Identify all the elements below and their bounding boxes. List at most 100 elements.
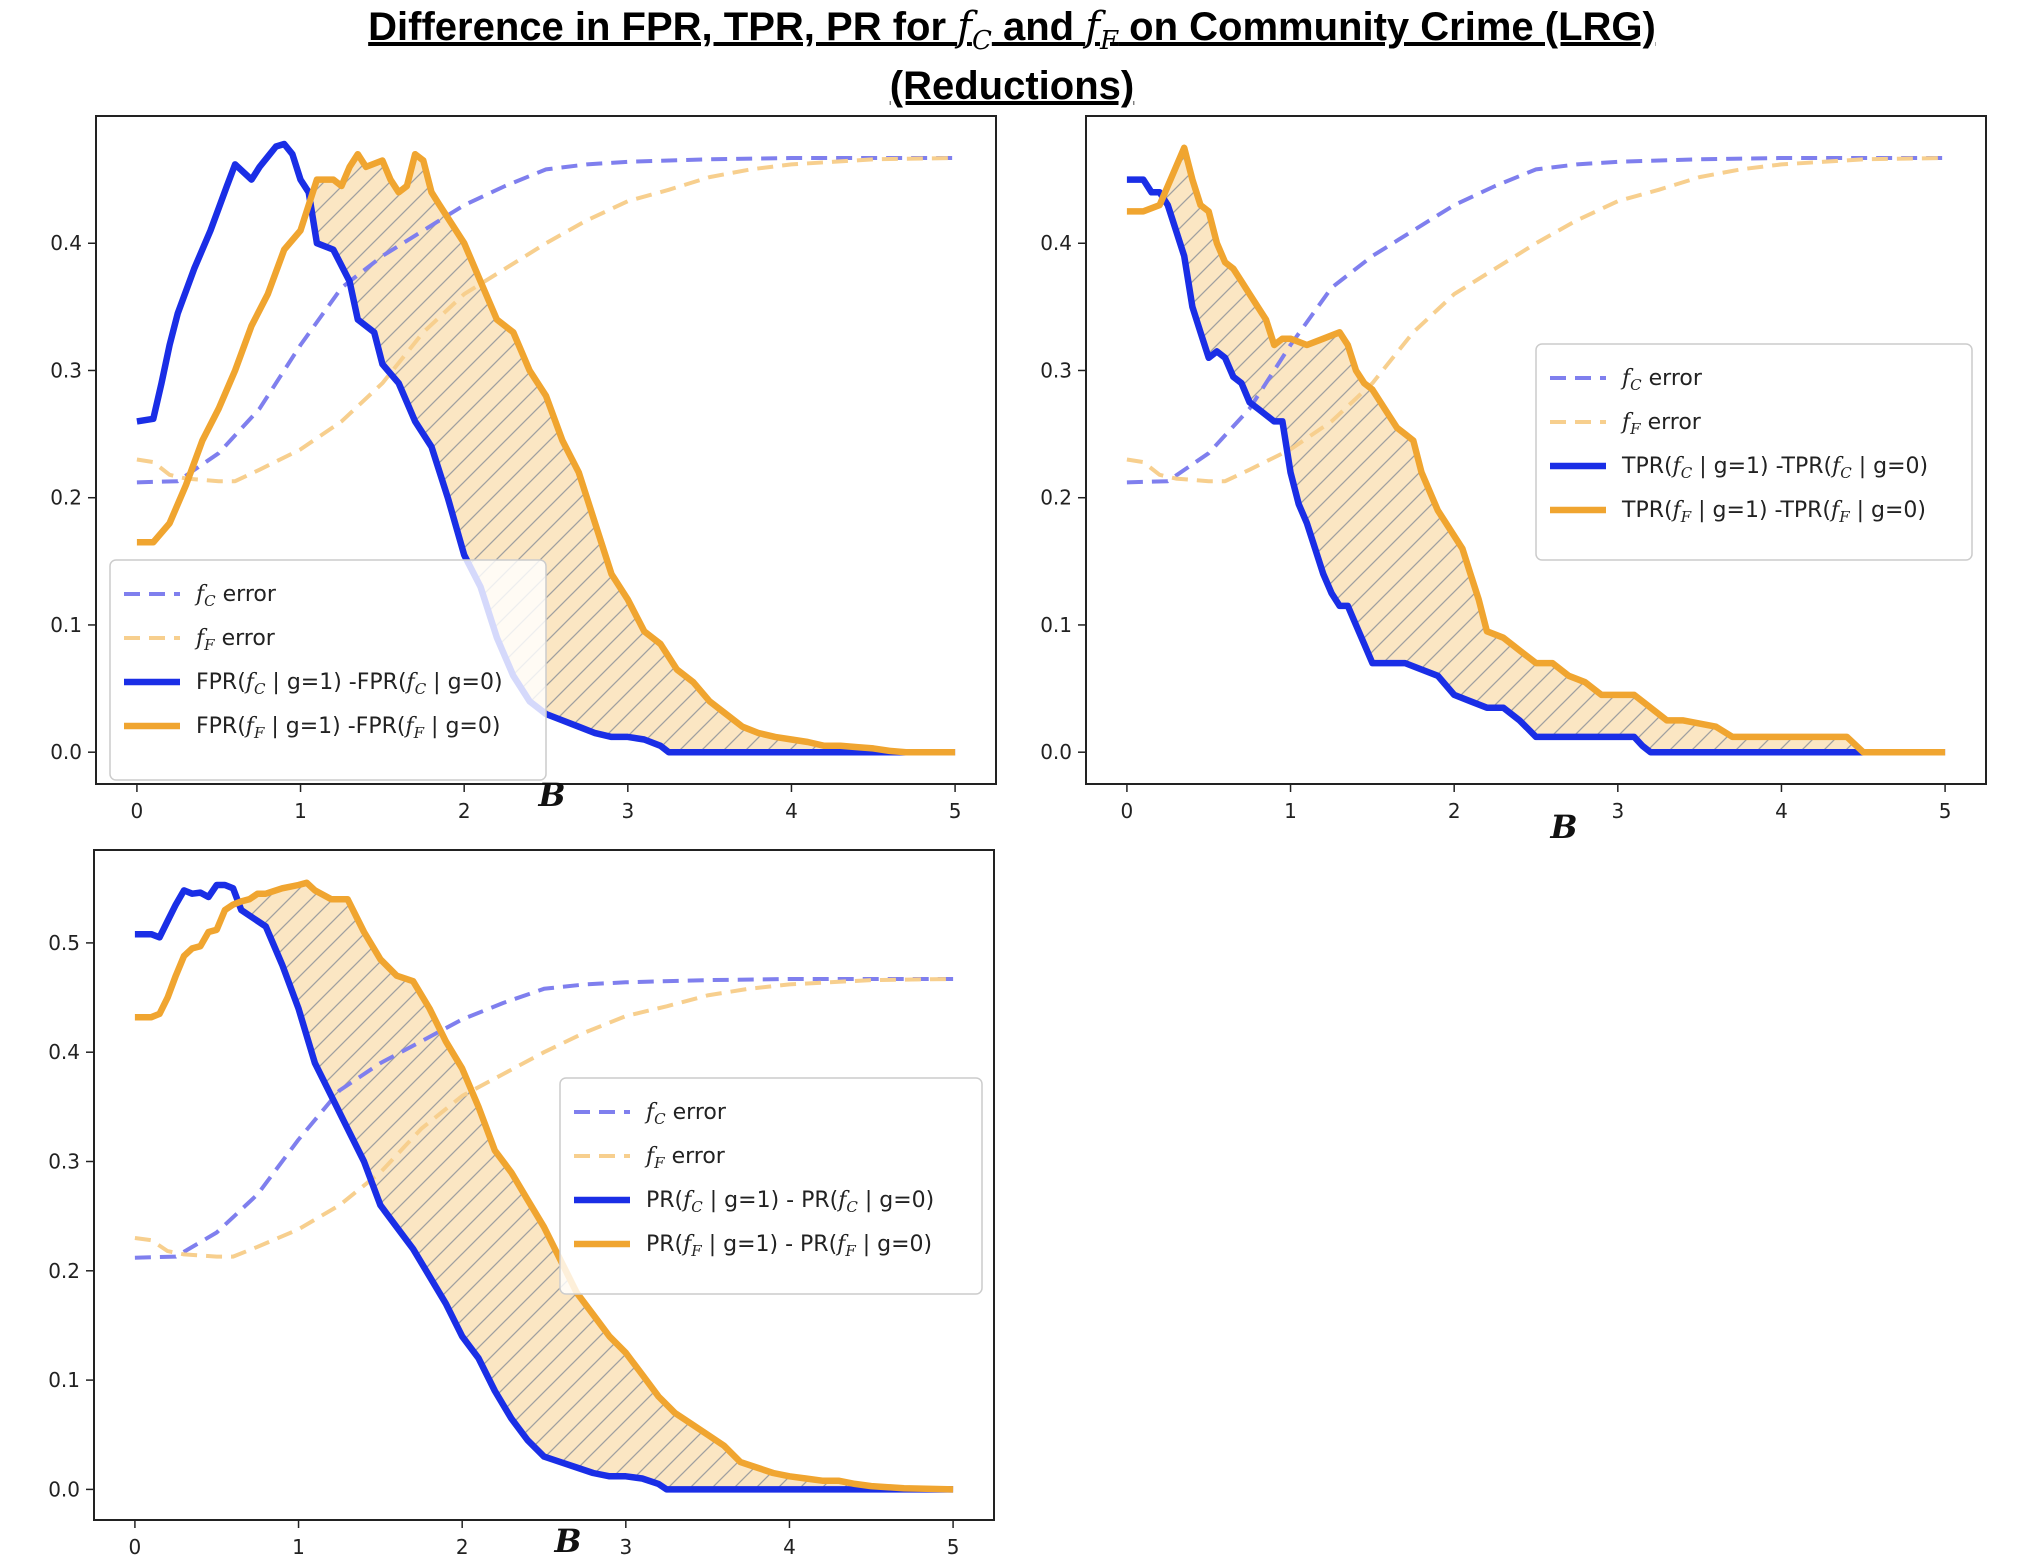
legend-label-part: | g=0) bbox=[424, 714, 500, 739]
y-tick-label: 0.1 bbox=[1040, 613, 1072, 637]
series-line-fpr-ff_diff bbox=[136, 150, 956, 756]
y-tick-label: 0.0 bbox=[1040, 740, 1072, 764]
legend-text: error bbox=[215, 626, 276, 651]
legend-text: error bbox=[665, 1144, 726, 1169]
legend-label-part: F bbox=[844, 1242, 856, 1260]
x-tick-label: 5 bbox=[947, 1535, 960, 1559]
legend-label-part: | g=0) bbox=[1850, 498, 1926, 523]
fill-between-pr bbox=[134, 882, 954, 1490]
title-suffix: on Community Crime (LRG) bbox=[1118, 5, 1656, 49]
plot-area-pr bbox=[134, 879, 954, 1493]
y-tick-label: 0.2 bbox=[50, 486, 82, 510]
chart-title-line-2: (Reductions) bbox=[889, 64, 1135, 108]
legend-label-fc_err: fC error bbox=[194, 582, 277, 610]
legend-label-part: C bbox=[1840, 464, 1852, 482]
legend-label-part: F bbox=[1838, 508, 1850, 526]
chart-title-line-1: Difference in FPR, TPR, PR for fC and fF… bbox=[0, 4, 2024, 56]
legend-label-part: TPR( bbox=[1621, 454, 1673, 479]
series-line-pr-fc_diff bbox=[134, 881, 954, 1493]
legend-text: error bbox=[1641, 410, 1702, 435]
series-line-pr-ff_diff bbox=[134, 879, 954, 1493]
x-tick-label: 1 bbox=[1284, 799, 1297, 823]
title-ff-symbol: fF bbox=[1085, 4, 1118, 56]
y-tick-label: 0.3 bbox=[48, 1150, 80, 1174]
legend-subscript: F bbox=[203, 636, 215, 654]
legend-label-part: | g=0) bbox=[1852, 454, 1928, 479]
legend-label-part: FPR( bbox=[196, 714, 246, 739]
title-and: and bbox=[991, 5, 1086, 49]
x-tick-label: 5 bbox=[949, 799, 962, 823]
legend-label-part: | g=1) -TPR( bbox=[1691, 498, 1831, 523]
x-tick-label: 4 bbox=[1775, 799, 1788, 823]
series-line-tpr-fc_diff bbox=[1126, 176, 1946, 756]
series-line-pr-fc_err bbox=[134, 977, 954, 1260]
legend-label-ff_err: fF error bbox=[1620, 410, 1702, 438]
x-tick-label: 0 bbox=[131, 799, 144, 823]
legend-label-part: C bbox=[1681, 464, 1693, 482]
legend-label-ff_diff: FPR(fF | g=1) -FPR(fF | g=0) bbox=[196, 714, 500, 742]
title-fc-symbol: fC bbox=[957, 4, 992, 56]
legend-label-fc_err: fC error bbox=[1620, 366, 1703, 394]
legend-text: error bbox=[216, 582, 277, 607]
legend-label-part: F bbox=[1680, 508, 1692, 526]
title-fc-sub: C bbox=[971, 26, 992, 56]
title-ff-base: f bbox=[1085, 4, 1100, 50]
x-tick-label: 5 bbox=[1939, 799, 1952, 823]
x-tick-label: 0 bbox=[129, 1535, 142, 1559]
x-tick-label: 3 bbox=[1611, 799, 1624, 823]
legend-tpr: fC error fF error TPR(fC | g=1) -TPR(fC | … bbox=[1535, 343, 1973, 561]
legend-label-part: | g=1) - PR( bbox=[703, 1188, 838, 1213]
plot-area-fpr bbox=[136, 140, 956, 756]
y-tick-label: 0.2 bbox=[48, 1259, 80, 1283]
legend-label-ff_diff: PR(fF | g=1) - PR(fF | g=0) bbox=[646, 1232, 932, 1260]
title-fc-base: f bbox=[957, 4, 972, 50]
y-tick-label: 0.2 bbox=[1040, 486, 1072, 510]
legend-label-part: F bbox=[690, 1242, 702, 1260]
y-tick-label: 0.4 bbox=[1040, 231, 1072, 255]
x-axis-label: B bbox=[1549, 808, 1577, 846]
axes-frame-tpr bbox=[1085, 115, 1987, 785]
legend-label-ff_err: fF error bbox=[644, 1144, 726, 1172]
legend-label-ff_diff: TPR(fF | g=1) -TPR(fF | g=0) bbox=[1621, 498, 1926, 526]
y-tick-label: 0.1 bbox=[50, 613, 82, 637]
series-line-fpr-fc_err bbox=[136, 156, 956, 485]
x-tick-label: 1 bbox=[292, 1535, 305, 1559]
legend-label-part: C bbox=[846, 1198, 858, 1216]
legend-label-part: TPR( bbox=[1621, 498, 1673, 523]
series-line-fpr-fc_diff bbox=[136, 140, 956, 756]
legend-label-fc_diff: FPR(fC | g=1) -FPR(fC | g=0) bbox=[196, 670, 503, 698]
title-ff-sub: F bbox=[1100, 26, 1119, 56]
x-tick-label: 0 bbox=[1121, 799, 1134, 823]
legend-label-part: C bbox=[254, 680, 266, 698]
x-tick-label: 3 bbox=[619, 1535, 632, 1559]
axes-frame-pr bbox=[93, 849, 995, 1521]
legend-fpr: fC error fF error FPR(fC | g=1) -FPR(fC | … bbox=[109, 559, 547, 781]
legend-text: error bbox=[1642, 366, 1703, 391]
legend-label-part: PR( bbox=[646, 1232, 683, 1257]
legend-label-part: | g=1) - PR( bbox=[702, 1232, 837, 1257]
legend-label-part: FPR( bbox=[196, 670, 246, 695]
axes-frame-fpr bbox=[95, 115, 997, 785]
legend-label-part: C bbox=[415, 680, 427, 698]
chart-panel-tpr: 0 1 2 3 4 5 0.0 0.1 0.2 0.3 0.4 BfC error fF error TP… bbox=[1040, 115, 1987, 846]
legend-text: error bbox=[666, 1100, 727, 1125]
legend-box bbox=[559, 1077, 983, 1295]
fill-between-fpr bbox=[136, 144, 956, 753]
y-tick-label: 0.4 bbox=[50, 231, 82, 255]
x-tick-label: 3 bbox=[621, 799, 634, 823]
y-tick-label: 0.1 bbox=[48, 1368, 80, 1392]
y-tick-label: 0.3 bbox=[50, 358, 82, 382]
y-tick-label: 0.5 bbox=[48, 931, 80, 955]
legend-label-part: | g=0) bbox=[856, 1232, 932, 1257]
x-tick-label: 2 bbox=[1448, 799, 1461, 823]
x-tick-label: 2 bbox=[458, 799, 471, 823]
chart-panel-fpr: 0 1 2 3 4 5 0.0 0.1 0.2 0.3 0.4 BfC error fF error FP… bbox=[50, 115, 997, 823]
legend-label-part: PR( bbox=[646, 1188, 683, 1213]
legend-label-part: | g=0) bbox=[858, 1188, 934, 1213]
legend-box bbox=[1535, 343, 1973, 561]
legend-label-part: C bbox=[691, 1198, 703, 1216]
legend-label-ff_err: fF error bbox=[194, 626, 276, 654]
y-tick-label: 0.0 bbox=[48, 1477, 80, 1501]
